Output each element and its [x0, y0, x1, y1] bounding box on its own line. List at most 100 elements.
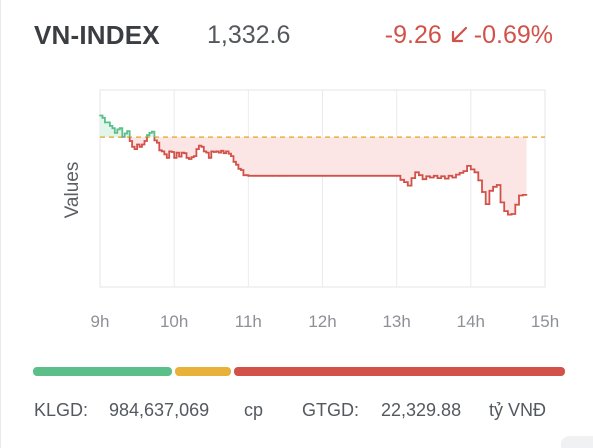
left-border — [0, 0, 1, 448]
x-tick-label-13h: 13h — [382, 312, 410, 331]
price-point-14:21 — [495, 184, 498, 186]
price-point-14:06 — [477, 179, 480, 182]
price-point-14:42 — [521, 194, 524, 196]
price-point-13:39 — [444, 177, 446, 180]
price-point-9:44 — [153, 139, 156, 142]
klgd-unit: cp — [244, 400, 264, 420]
price-point-9:50 — [160, 150, 163, 153]
price-point-14:15 — [488, 189, 491, 192]
x-tick-label-11h: 11h — [235, 312, 262, 331]
index-header: VN-INDEX 1,332.6 -9.26 -0.69% — [0, 18, 593, 58]
price-point-11:00 — [247, 174, 250, 177]
price-point-10:46 — [230, 155, 232, 158]
price-point-13:54 — [462, 170, 465, 173]
price-point-10:06 — [180, 151, 183, 154]
price-point-10:34 — [215, 150, 218, 153]
price-point-13:48 — [455, 173, 457, 176]
price-point-9:42 — [151, 130, 153, 133]
price-point-10:54 — [240, 169, 242, 171]
price-point-14:18 — [492, 185, 494, 188]
price-point-14:03 — [473, 171, 476, 174]
price-point-10:38 — [220, 149, 223, 152]
price-point-14:39 — [518, 194, 520, 197]
index-change: -9.26 -0.69% — [385, 21, 553, 50]
price-point-10:36 — [217, 151, 220, 154]
x-tick-label-15h: 15h — [531, 312, 559, 331]
price-point-9:02 — [101, 116, 104, 119]
change-value: -9.26 — [384, 21, 442, 49]
gtgd-label: GTGD: — [302, 400, 359, 420]
price-point-13:30 — [432, 174, 435, 177]
y-axis-label: Values — [62, 162, 83, 219]
price-point-13:51 — [458, 172, 461, 174]
price-point-10:18 — [195, 148, 198, 151]
price-point-10:04 — [178, 155, 181, 158]
breadth-bar-unchanged — [175, 367, 231, 376]
price-point-9:04 — [104, 121, 106, 124]
index-price: 1,332.6 — [207, 21, 291, 49]
price-point-9:22 — [126, 130, 129, 133]
price-point-13:09 — [406, 184, 409, 187]
area-below-reference — [129, 137, 527, 215]
price-point-10:12 — [188, 158, 190, 160]
price-point-14:00 — [469, 168, 472, 171]
price-point-10:52 — [237, 167, 240, 170]
price-point-10:26 — [205, 151, 208, 154]
price-point-13:24 — [425, 175, 428, 178]
index-name: VN-INDEX — [34, 20, 160, 50]
price-point-10:56 — [242, 174, 245, 177]
price-point-10:50 — [235, 163, 237, 166]
price-point-10:16 — [193, 155, 195, 158]
price-point-9:26 — [131, 145, 134, 148]
arrow-down-left-icon — [451, 26, 467, 43]
price-point-14:45 — [525, 194, 528, 196]
price-point-11:25 — [278, 174, 281, 177]
price-point-10:00 — [173, 156, 176, 159]
price-point-9:00 — [99, 114, 101, 117]
price-point-10:10 — [185, 156, 188, 159]
price-point-9:52 — [163, 153, 166, 156]
price-point-9:24 — [128, 140, 131, 142]
price-point-13:12 — [410, 177, 413, 180]
price-point-9:16 — [118, 127, 121, 130]
corner-decoration — [561, 436, 593, 448]
x-tick-label-12h: 12h — [308, 312, 336, 331]
price-point-9:54 — [165, 156, 168, 159]
price-point-10:24 — [202, 150, 205, 153]
x-tick-label-14h: 14h — [457, 312, 485, 331]
price-point-9:38 — [146, 134, 148, 137]
price-point-13:00 — [395, 174, 398, 177]
price-point-11:10 — [259, 174, 262, 177]
gtgd-value: 22,329.88 — [381, 400, 462, 420]
price-point-9:40 — [148, 132, 151, 134]
price-point-9:58 — [170, 151, 173, 153]
price-point-10:40 — [222, 152, 225, 155]
price-point-9:12 — [113, 132, 116, 134]
price-point-13:42 — [447, 174, 450, 177]
price-point-10:20 — [198, 144, 200, 147]
price-point-9:32 — [138, 145, 141, 148]
price-point-13:06 — [403, 181, 405, 184]
price-point-10:32 — [212, 151, 215, 153]
breadth-bar-advancers — [33, 367, 173, 376]
price-point-9:08 — [109, 125, 111, 127]
price-point-10:58 — [245, 174, 247, 177]
price-point-9:28 — [133, 148, 136, 151]
price-point-14:30 — [507, 213, 509, 216]
klgd-value: 984,637,069 — [109, 400, 210, 420]
trading-summary: KLGD: 984,637,069 cp GTGD: 22,329.88 tỷ … — [0, 400, 593, 424]
price-point-13:57 — [466, 165, 468, 167]
klgd-label: KLGD: — [34, 400, 89, 420]
price-point-9:56 — [168, 150, 171, 153]
breadth-bar-decliners — [233, 367, 565, 376]
x-tick-label-9h: 9h — [91, 312, 110, 331]
price-point-14:12 — [484, 203, 487, 206]
price-point-10:22 — [200, 145, 203, 148]
price-point-11:30 — [284, 174, 287, 177]
price-point-10:44 — [227, 152, 230, 155]
price-point-11:05 — [253, 174, 256, 177]
price-point-10:14 — [190, 156, 193, 159]
price-point-9:34 — [141, 143, 143, 146]
price-point-14:09 — [481, 191, 483, 193]
change-percent: -0.69% — [473, 21, 553, 49]
